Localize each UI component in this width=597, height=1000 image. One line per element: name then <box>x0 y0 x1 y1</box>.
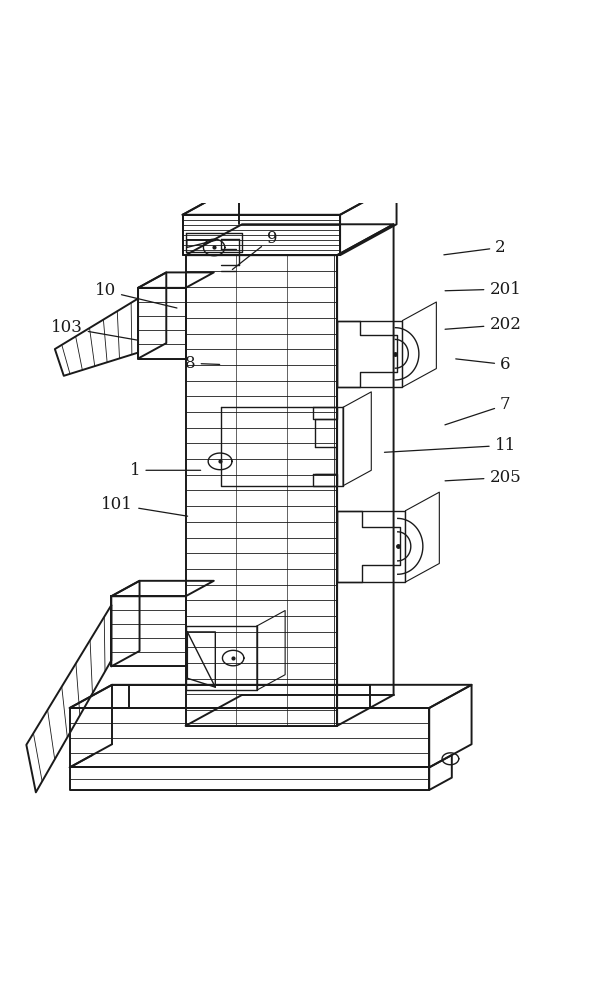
Text: 2: 2 <box>444 239 506 256</box>
Text: 8: 8 <box>185 355 220 372</box>
Text: 10: 10 <box>95 282 177 308</box>
Text: 6: 6 <box>456 356 510 373</box>
Text: 205: 205 <box>445 469 521 486</box>
Text: 202: 202 <box>445 316 521 333</box>
Text: 103: 103 <box>51 319 139 340</box>
Text: 201: 201 <box>445 281 521 298</box>
Text: 11: 11 <box>384 437 516 454</box>
Text: 9: 9 <box>232 230 277 270</box>
Text: 7: 7 <box>445 396 510 425</box>
Text: 1: 1 <box>130 462 201 479</box>
Text: 101: 101 <box>101 496 187 516</box>
